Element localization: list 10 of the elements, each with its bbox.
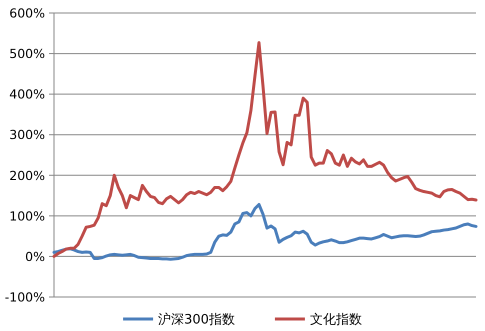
y-tick-label: 100% bbox=[9, 208, 46, 224]
y-tick-label: 0% bbox=[25, 248, 46, 264]
legend-label: 文化指数 bbox=[310, 312, 362, 328]
legend-label: 沪深300指数 bbox=[158, 312, 235, 328]
y-tick-label: 400% bbox=[9, 86, 46, 102]
y-tick-label: 300% bbox=[9, 127, 46, 142]
y-tick-label: 600% bbox=[9, 6, 46, 20]
y-tick-label: 500% bbox=[9, 46, 46, 62]
y-tick-label: 200% bbox=[9, 168, 46, 183]
y-tick-label: -100% bbox=[4, 290, 46, 304]
